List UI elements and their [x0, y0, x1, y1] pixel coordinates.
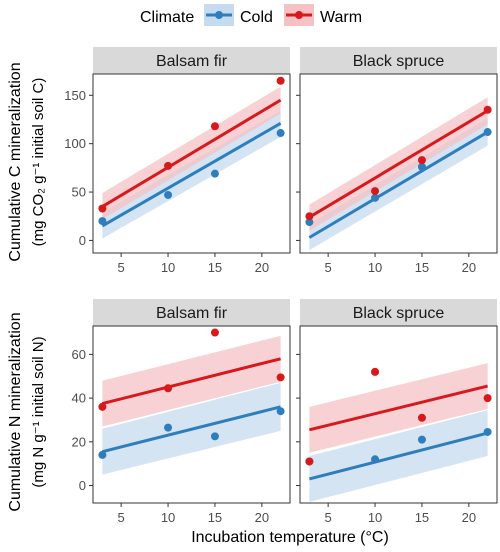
- point-warm-black-spruce-n-22: [483, 394, 492, 403]
- x-tick-label-balsam-fir-n-15: 15: [208, 510, 222, 525]
- y-tick-label-balsam-fir-c-150: 150: [64, 88, 86, 103]
- point-warm-balsam-fir-c-3: [98, 204, 107, 213]
- panel-black-spruce-n: Black spruce 5 10 15 20: [296, 299, 498, 525]
- strip-balsam-fir-n: [93, 299, 290, 326]
- point-warm-balsam-fir-c-22: [276, 76, 285, 85]
- point-warm-black-spruce-n-3: [305, 457, 314, 466]
- x-tick-label-balsam-fir-n-10: 10: [161, 510, 175, 525]
- legend-point-cold: [215, 11, 223, 19]
- point-warm-black-spruce-c-3: [305, 212, 314, 221]
- point-cold-black-spruce-c-3: [305, 218, 314, 227]
- fit-line-warm-balsam-fir-c: [101, 98, 282, 208]
- point-cold-balsam-fir-n-22: [276, 407, 285, 416]
- point-warm-balsam-fir-c-15: [210, 122, 219, 131]
- fit-line-cold-black-spruce-n: [309, 431, 488, 481]
- point-cold-balsam-fir-c-22: [276, 129, 285, 138]
- legend-label-warm: Warm: [320, 9, 362, 26]
- data-layer-black-spruce-n: [309, 363, 488, 502]
- y-tick-label-balsam-fir-c-50: 50: [72, 185, 86, 200]
- legend-title: Climate: [140, 9, 194, 26]
- point-cold-balsam-fir-c-10: [164, 190, 173, 199]
- point-warm-black-spruce-c-10: [371, 187, 380, 196]
- x-tick-label-black-spruce-c-5: 5: [325, 260, 332, 275]
- point-warm-black-spruce-c-22: [483, 105, 492, 114]
- y-axis-title-c-line2: (mg CO₂ g⁻¹ initial soil C): [30, 78, 47, 247]
- x-tick-label-black-spruce-n-10: 10: [368, 510, 382, 525]
- strip-label-black-spruce-n: Black spruce: [353, 305, 445, 322]
- fit-line-warm-balsam-fir-n: [102, 357, 281, 406]
- fit-line-cold-balsam-fir-n: [102, 405, 281, 454]
- y-tick-label-balsam-fir-n-40: 40: [72, 391, 86, 406]
- point-cold-black-spruce-c-10: [371, 193, 380, 202]
- x-tick-label-balsam-fir-c-15: 15: [208, 260, 222, 275]
- fit-line-warm-black-spruce-c: [308, 109, 489, 219]
- x-tick-label-black-spruce-c-10: 10: [368, 260, 382, 275]
- y-axis-title-n-line2: (mg N g⁻¹ initial soil N): [30, 336, 47, 487]
- x-tick-label-balsam-fir-c-20: 20: [255, 260, 269, 275]
- data-layer-balsam-fir-n: [102, 335, 281, 475]
- point-cold-black-spruce-n-22: [483, 427, 492, 436]
- point-cold-black-spruce-c-22: [483, 128, 492, 137]
- point-cold-balsam-fir-c-3: [98, 217, 107, 226]
- panel-balsam-fir-c: Balsam fir 5 10 15 20 0 50 100 150: [64, 47, 291, 275]
- panel-balsam-fir-n: Balsam fir 5 10 15 20 0 20 40 60: [72, 299, 291, 525]
- x-tick-label-black-spruce-n-15: 15: [415, 510, 429, 525]
- x-tick-label-balsam-fir-n-5: 5: [118, 510, 125, 525]
- x-tick-label-balsam-fir-c-5: 5: [118, 260, 125, 275]
- strip-black-spruce-n: [300, 299, 497, 326]
- point-warm-balsam-fir-n-22: [276, 373, 285, 382]
- x-tick-label-black-spruce-n-5: 5: [325, 510, 332, 525]
- y-axis-title-c-line1: Cumulative C mineralization: [7, 62, 24, 261]
- point-cold-balsam-fir-c-15: [210, 169, 219, 178]
- y-tick-label-balsam-fir-n-0: 0: [79, 478, 86, 493]
- y-axis-title-n-line1: Cumulative N mineralization: [7, 312, 24, 511]
- fit-line-cold-balsam-fir-c: [101, 122, 282, 228]
- point-cold-balsam-fir-n-15: [210, 432, 219, 441]
- x-tick-label-black-spruce-n-20: 20: [462, 510, 476, 525]
- point-cold-balsam-fir-n-3: [98, 450, 107, 459]
- legend-item-cold: Cold: [204, 4, 273, 26]
- x-tick-label-balsam-fir-n-20: 20: [255, 510, 269, 525]
- x-tick-label-black-spruce-c-20: 20: [462, 260, 476, 275]
- panel-black-spruce-c: Black spruce 5 10 15 20: [296, 47, 498, 275]
- x-axis-title: Incubation temperature (°C): [191, 529, 389, 546]
- strip-label-balsam-fir-n: Balsam fir: [156, 305, 228, 322]
- y-tick-label-balsam-fir-c-0: 0: [79, 233, 86, 248]
- fit-line-cold-black-spruce-c: [308, 130, 489, 239]
- data-layer-balsam-fir-c: [101, 86, 282, 239]
- point-warm-balsam-fir-c-10: [164, 161, 173, 170]
- point-cold-black-spruce-n-10: [371, 455, 380, 464]
- point-warm-balsam-fir-n-15: [210, 328, 219, 337]
- strip-label-black-spruce-c: Black spruce: [353, 53, 445, 70]
- point-warm-black-spruce-c-15: [417, 156, 426, 165]
- y-tick-label-balsam-fir-c-100: 100: [64, 136, 86, 151]
- legend-item-warm: Warm: [284, 4, 362, 26]
- point-cold-balsam-fir-n-10: [164, 423, 173, 432]
- x-tick-label-black-spruce-c-15: 15: [415, 260, 429, 275]
- y-tick-label-balsam-fir-n-20: 20: [72, 434, 86, 449]
- data-layer-black-spruce-c: [308, 97, 489, 251]
- strip-label-balsam-fir-c: Balsam fir: [156, 53, 228, 70]
- strip-black-spruce-c: [300, 47, 497, 74]
- legend: Climate Cold Warm: [140, 4, 362, 26]
- legend-label-cold: Cold: [240, 9, 273, 26]
- fit-line-warm-black-spruce-n: [309, 384, 488, 432]
- point-cold-black-spruce-c-15: [417, 162, 426, 171]
- point-warm-black-spruce-n-15: [417, 413, 426, 422]
- point-cold-black-spruce-n-15: [417, 435, 426, 444]
- y-tick-label-balsam-fir-n-60: 60: [72, 347, 86, 362]
- x-tick-label-balsam-fir-c-10: 10: [161, 260, 175, 275]
- strip-balsam-fir-c: [93, 47, 290, 74]
- point-warm-balsam-fir-n-3: [98, 402, 107, 411]
- point-warm-black-spruce-n-10: [371, 367, 380, 376]
- legend-point-warm: [295, 11, 303, 19]
- point-warm-balsam-fir-n-10: [164, 384, 173, 393]
